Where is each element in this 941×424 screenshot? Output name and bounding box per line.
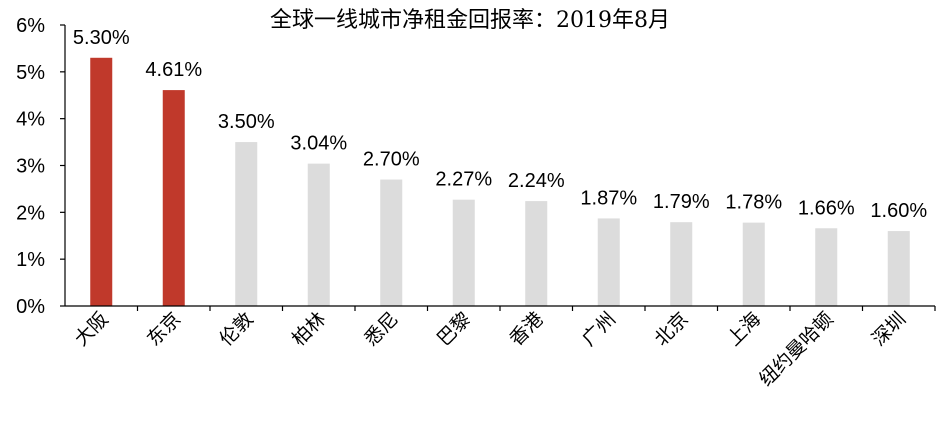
y-tick-label: 0% (16, 296, 45, 318)
bar (162, 90, 185, 307)
bar (742, 222, 765, 306)
y-tick-label: 3% (16, 156, 45, 178)
bar (307, 163, 330, 306)
data-label: 1.87% (580, 187, 637, 209)
x-tick-label: 东京 (143, 308, 185, 350)
data-label: 2.27% (435, 169, 492, 191)
y-tick-label: 6% (16, 15, 45, 37)
data-label: 1.66% (798, 197, 855, 219)
data-label: 1.78% (725, 192, 782, 214)
bar (380, 179, 403, 306)
data-labels: 5.30% 4.61% 3.50% 3.04% 2.70% 2.27% 2.24% 1.87%… (73, 27, 927, 222)
y-axis: 0% 1% 2% 3% 4% 5% 6% (16, 15, 66, 318)
bar (452, 199, 475, 306)
bars (90, 57, 910, 307)
data-label: 5.30% (73, 27, 130, 49)
data-label: 1.60% (870, 200, 927, 222)
x-tick-label: 纽约曼哈顿 (755, 308, 838, 391)
x-tick-label: 巴黎 (433, 308, 475, 350)
bar (887, 231, 910, 306)
data-label: 4.61% (145, 59, 202, 81)
x-tick-label: 北京 (650, 308, 692, 350)
bar (815, 228, 838, 306)
x-tick-label: 悉尼 (360, 308, 402, 350)
data-label: 3.50% (218, 111, 275, 133)
bar (670, 222, 693, 306)
x-tick-label: 柏林 (288, 308, 330, 350)
y-tick-label: 2% (16, 202, 45, 224)
x-tick-label: 深圳 (868, 308, 910, 350)
x-tick-label: 广州 (578, 308, 620, 350)
data-label: 2.24% (508, 170, 565, 192)
y-tick-label: 5% (16, 62, 45, 84)
x-tick-label: 上海 (723, 308, 765, 350)
chart-title: 全球一线城市净租金回报率：2019年8月 (270, 8, 670, 33)
bar (597, 218, 620, 306)
bar (235, 142, 258, 306)
x-tick-label: 大阪 (70, 308, 112, 350)
data-label: 3.04% (290, 133, 347, 155)
y-tick-label: 1% (16, 249, 45, 271)
y-tick-label: 4% (16, 109, 45, 131)
data-label: 2.70% (363, 149, 420, 171)
bar (525, 201, 548, 306)
bar (90, 57, 113, 307)
x-tick-label: 香港 (505, 308, 547, 350)
data-label: 1.79% (653, 191, 710, 213)
x-tick-label: 伦敦 (215, 308, 257, 350)
